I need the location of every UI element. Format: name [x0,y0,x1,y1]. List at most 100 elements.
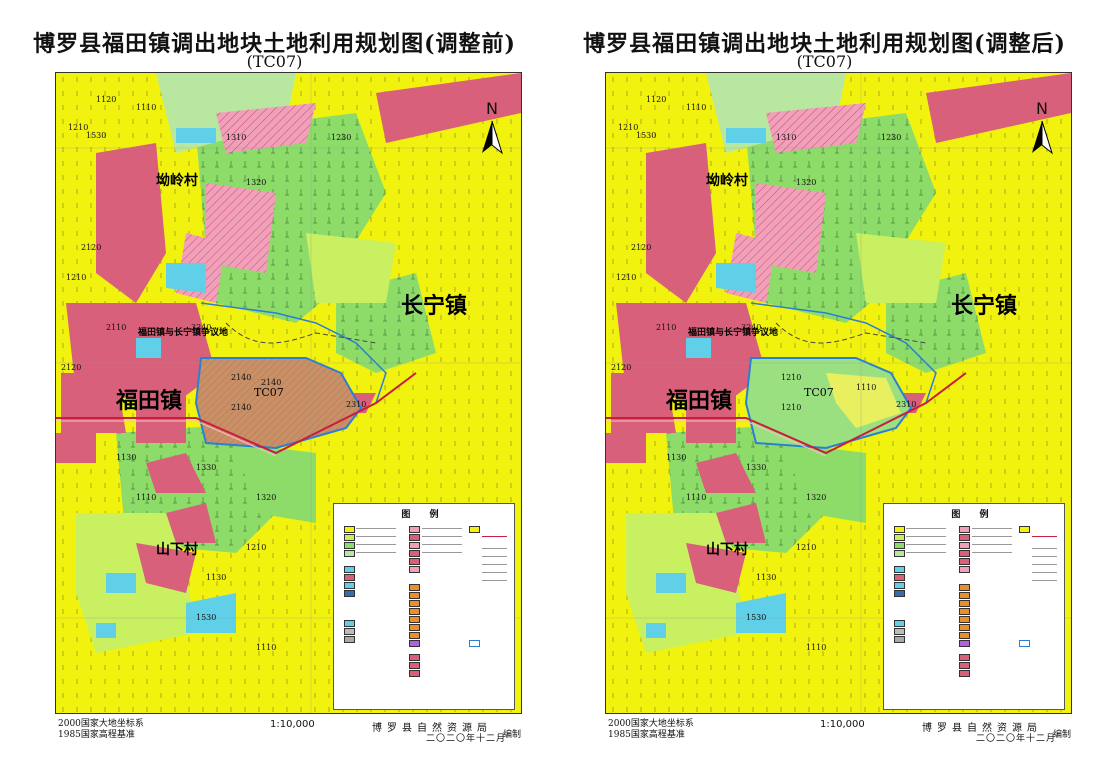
legend-swatch [894,542,905,549]
parcel-code: 1130 [666,453,687,462]
parcel-code: 1210 [68,123,89,132]
legend-line [482,556,507,557]
legend-line [482,564,507,565]
legend-swatch [344,590,355,597]
legend-swatch [959,534,970,541]
legend-line [1032,564,1057,565]
map-canvas [56,73,521,713]
legend-swatch [409,662,420,669]
map-panel-before: 博罗县福田镇调出地块土地利用规划图(调整前) (TC07) 38480000 3… [0,0,549,779]
parcel-code: 1110 [686,103,707,112]
legend-swatch [894,582,905,589]
map-legend: 图 例 [883,503,1065,710]
compile-label: 编制 [503,730,522,740]
legend-line [906,552,946,553]
parcel-code: 2120 [631,243,652,252]
legend-swatch [894,574,905,581]
legend-swatch [894,620,905,627]
legend-swatch [959,670,970,677]
legend-swatch [959,566,970,573]
legend-swatch [409,584,420,591]
legend-line [482,580,507,581]
legend-swatch [959,608,970,615]
legend-swatch [959,600,970,607]
legend-swatch [959,616,970,623]
legend-swatch [469,526,480,533]
parcel-code: 1120 [646,95,667,104]
parcel-code: 1210 [781,403,802,412]
boundary-note: 福田镇与长宁镇争议地 [688,328,779,338]
town-label: 福田镇 [116,388,183,414]
parcel-code: 2140 [261,378,282,387]
map-scale: 1:10,000 [270,719,315,730]
coord-system-label: 2000国家大地坐标系 [608,719,694,729]
legend-swatch [344,636,355,643]
height-datum-label: 1985国家高程基准 [608,730,685,740]
map-legend: 图 例 [333,503,515,710]
legend-swatch [894,590,905,597]
legend-swatch [894,526,905,533]
north-arrow-icon [482,120,503,155]
parcel-code: 2120 [81,243,102,252]
legend-swatch [409,654,420,661]
footer-datum: 2000国家大地坐标系 1985国家高程基准 [58,719,144,741]
legend-swatch [894,566,905,573]
legend-swatch [409,592,420,599]
legend-swatch [344,628,355,635]
coord-system-label: 2000国家大地坐标系 [58,719,144,729]
parcel-code: 1110 [136,103,157,112]
boundary-note: 福田镇与长宁镇争议地 [138,328,229,338]
legend-line [906,528,946,529]
publish-date: 二〇二〇年十二月 [426,734,507,744]
legend-swatch [409,670,420,677]
legend-swatch [409,526,420,533]
parcel-code: 3240 [191,323,212,332]
compile-label: 编制 [1053,730,1072,740]
village-label: 山下村 [706,542,748,558]
parcel-code: 1130 [116,453,137,462]
map-subtitle: (TC07) [246,52,303,71]
parcel-code: 1530 [636,131,657,140]
legend-line [1032,548,1057,549]
parcel-code: 1110 [256,643,277,652]
legend-line [356,544,396,545]
legend-swatch [959,526,970,533]
legend-swatch [409,534,420,541]
parcel-code: 1210 [246,543,267,552]
parcel-code: 1120 [96,95,117,104]
height-datum-label: 1985国家高程基准 [58,730,135,740]
legend-swatch [409,616,420,623]
parcel-code: 1310 [776,133,797,142]
legend-line [906,544,946,545]
north-label: N [1036,99,1048,118]
legend-swatch [894,636,905,643]
legend-swatch [409,542,420,549]
legend-swatch [344,582,355,589]
legend-swatch [344,526,355,533]
parcel-code: 1230 [881,133,902,142]
legend-swatch [344,566,355,573]
parcel-code: 1230 [331,133,352,142]
publisher: 博罗县自然资源局 [922,723,1042,734]
parcel-code: 1130 [756,573,777,582]
north-label: N [486,99,498,118]
north-arrow-icon [1032,120,1053,155]
legend-line [356,552,396,553]
legend-line [972,536,1012,537]
legend-line [1032,580,1057,581]
legend-swatch [344,620,355,627]
town-label: 长宁镇 [401,293,468,319]
legend-swatch [344,574,355,581]
legend-swatch [344,550,355,557]
village-label: 坳岭村 [706,173,748,189]
publish-date: 二〇二〇年十二月 [976,734,1057,744]
legend-swatch [894,550,905,557]
town-label: 福田镇 [666,388,733,414]
north-arrow: N [474,99,514,159]
legend-swatch [409,550,420,557]
land-use-map: 1120 1110 1210 1310 2120 1530 1320 2110 … [55,72,522,714]
legend-swatch [959,662,970,669]
parcel-code: 1320 [806,493,827,502]
parcel-code: 1530 [196,613,217,622]
map-scale: 1:10,000 [820,719,865,730]
